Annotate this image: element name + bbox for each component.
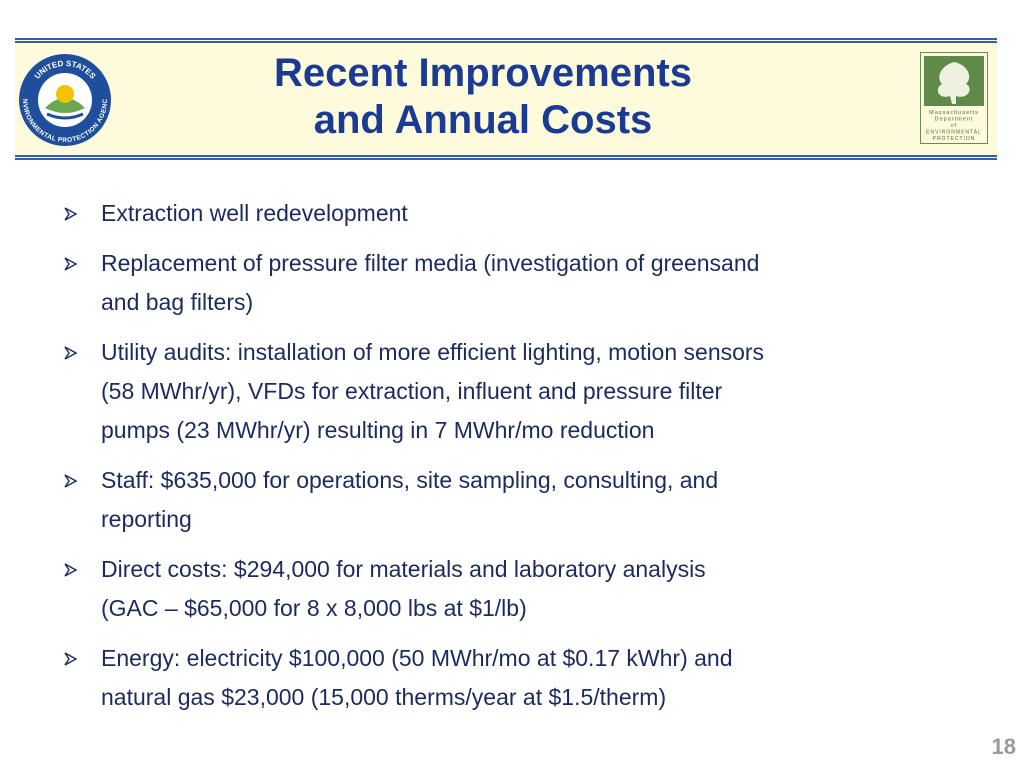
massdep-logo: MassachusettsDepartmentofENVIRONMENTALPR… xyxy=(920,52,988,144)
bullet-line: Staff: $635,000 for operations, site sam… xyxy=(101,467,719,493)
bullet-marker xyxy=(64,257,78,271)
header-band xyxy=(15,38,997,160)
logo-text: PROTECTION xyxy=(933,136,976,142)
logo-text: of xyxy=(951,123,957,129)
bullet-line: Energy: electricity $100,000 (50 MWhr/mo… xyxy=(101,645,733,671)
page-number: 18 xyxy=(991,734,1016,759)
bullet-arrow xyxy=(64,474,78,488)
logo-text: ENVIRONMENTAL xyxy=(926,130,982,136)
bullet-marker xyxy=(64,652,78,666)
bullet-line: natural gas $23,000 (15,000 therms/year … xyxy=(101,684,667,710)
bullet-line: reporting xyxy=(101,506,192,532)
bullet-marker xyxy=(64,474,78,488)
bullet-line: Extraction well redevelopment xyxy=(101,200,408,226)
epa-logo: UNITED STATES ENVIRONMENTAL PROTECTION A… xyxy=(17,52,111,146)
logo-text: Department xyxy=(935,117,974,123)
bullet-arrow xyxy=(64,563,78,577)
title-line: Recent Improvements xyxy=(274,51,692,95)
bullet-arrow xyxy=(64,257,78,271)
bullet-line: Utility audits: installation of more eff… xyxy=(101,339,765,365)
bullet-marker xyxy=(64,207,78,221)
logo-text: Massachusetts xyxy=(929,110,979,116)
slide-title: Recent Improvements and Annual Costs xyxy=(180,50,786,144)
bullet-arrow xyxy=(64,652,78,666)
bullet-arrow xyxy=(64,207,78,221)
title-line: and Annual Costs xyxy=(313,98,653,142)
bullet-line: Replacement of pressure filter media (in… xyxy=(101,250,760,276)
bullet-line: (GAC – $65,000 for 8 x 8,000 lbs at $1/l… xyxy=(101,595,527,621)
bullet-line: and bag filters) xyxy=(101,289,254,315)
bullet-marker xyxy=(64,346,78,360)
bullet-line: pumps (23 MWhr/yr) resulting in 7 MWhr/m… xyxy=(101,417,655,443)
bullet-arrow xyxy=(64,346,78,360)
bullet-marker xyxy=(64,563,78,577)
bullet-line: (58 MWhr/yr), VFDs for extraction, influ… xyxy=(101,378,723,404)
bullet-line: Direct costs: $294,000 for materials and… xyxy=(101,556,706,582)
